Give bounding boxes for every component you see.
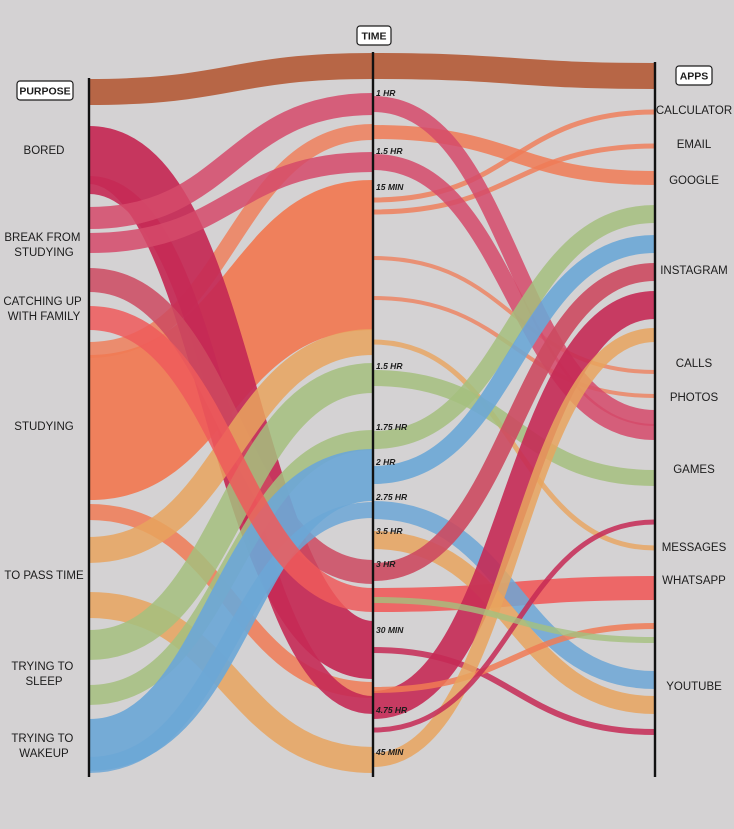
purpose-label-wakeup: TRYING TO WAKEUP xyxy=(11,733,76,760)
app-label-youtube: YOUTUBE xyxy=(666,681,722,693)
time-label: 1.5 HR xyxy=(376,361,403,371)
time-label: 1.5 HR xyxy=(376,146,403,156)
flow-275hr-youtube xyxy=(372,501,656,689)
time-label: 2.75 HR xyxy=(375,492,408,502)
purpose-label-bored: BORED xyxy=(24,145,65,157)
flow-break-1hr xyxy=(88,93,374,229)
purpose-label-sleep: TRYING TO SLEEP xyxy=(11,661,76,688)
flow-3hr-instagram xyxy=(372,263,656,581)
app-label-whatsapp: WHATSAPP xyxy=(662,575,726,587)
flow-top-right xyxy=(372,53,656,89)
flow-wake-275hr xyxy=(88,502,374,773)
apps-header: APPS xyxy=(675,65,713,86)
flow-15hr-games xyxy=(372,154,656,440)
flow-30min-youtube xyxy=(372,647,656,735)
app-label-google: GOOGLE xyxy=(669,175,719,187)
flow-pass-45min xyxy=(88,592,374,773)
purpose-label-catching: CATCHING UP WITH FAMILY xyxy=(3,296,84,323)
time-label: 3 HR xyxy=(376,559,396,569)
app-label-messages: MESSAGES xyxy=(662,542,727,554)
time-label: 45 MIN xyxy=(375,747,404,757)
flows-layer xyxy=(85,53,657,773)
app-label-games: GAMES xyxy=(673,464,715,476)
purpose-header: PURPOSE xyxy=(16,80,74,101)
flow-1hr-games xyxy=(372,96,656,426)
purpose-label-studying: STUDYING xyxy=(14,421,73,433)
flow-15hr-messages xyxy=(372,339,656,551)
svg-text:TIME: TIME xyxy=(361,31,386,43)
time-label: 15 MIN xyxy=(376,182,404,192)
flow-2hr-instagram xyxy=(372,235,656,484)
flow-30min-youtube-green xyxy=(372,597,656,643)
flow-475hr-instagram xyxy=(371,291,657,719)
time-label: 30 MIN xyxy=(376,625,404,635)
flow-45min-messages xyxy=(372,519,656,733)
app-label-instagram: INSTAGRAM xyxy=(660,265,728,277)
time-label: 1.75 HR xyxy=(376,422,408,432)
flow-top-left xyxy=(88,53,374,105)
time-label: 3.5 HR xyxy=(376,526,403,536)
svg-text:PURPOSE: PURPOSE xyxy=(19,86,70,98)
purpose-label-pass-time: TO PASS TIME xyxy=(4,570,84,582)
flow-15min-calculator xyxy=(372,109,656,203)
app-label-calculator: CALCULATOR xyxy=(656,105,732,117)
flow-sleep-15hr xyxy=(88,363,374,660)
purpose-label-break: BREAK FROM STUDYING xyxy=(4,232,83,259)
flow-wake-2hr xyxy=(87,449,375,771)
time-header: TIME xyxy=(356,25,392,46)
flow-45min-instagram xyxy=(372,328,656,767)
app-label-email: EMAIL xyxy=(677,139,712,151)
svg-text:APPS: APPS xyxy=(680,71,709,83)
flow-whatsapp-left xyxy=(88,306,374,612)
time-label: 2 HR xyxy=(375,457,396,467)
flow-break-15hr xyxy=(88,152,374,253)
flow-15min-email xyxy=(372,143,656,215)
app-label-calls: CALLS xyxy=(676,358,713,370)
flow-475hr-whatsapp xyxy=(372,623,656,693)
app-label-photos: PHOTOS xyxy=(670,392,719,404)
flow-175hr-instagram xyxy=(372,205,656,449)
time-label: 1 HR xyxy=(376,88,396,98)
time-label: 4.75 HR xyxy=(375,705,408,715)
